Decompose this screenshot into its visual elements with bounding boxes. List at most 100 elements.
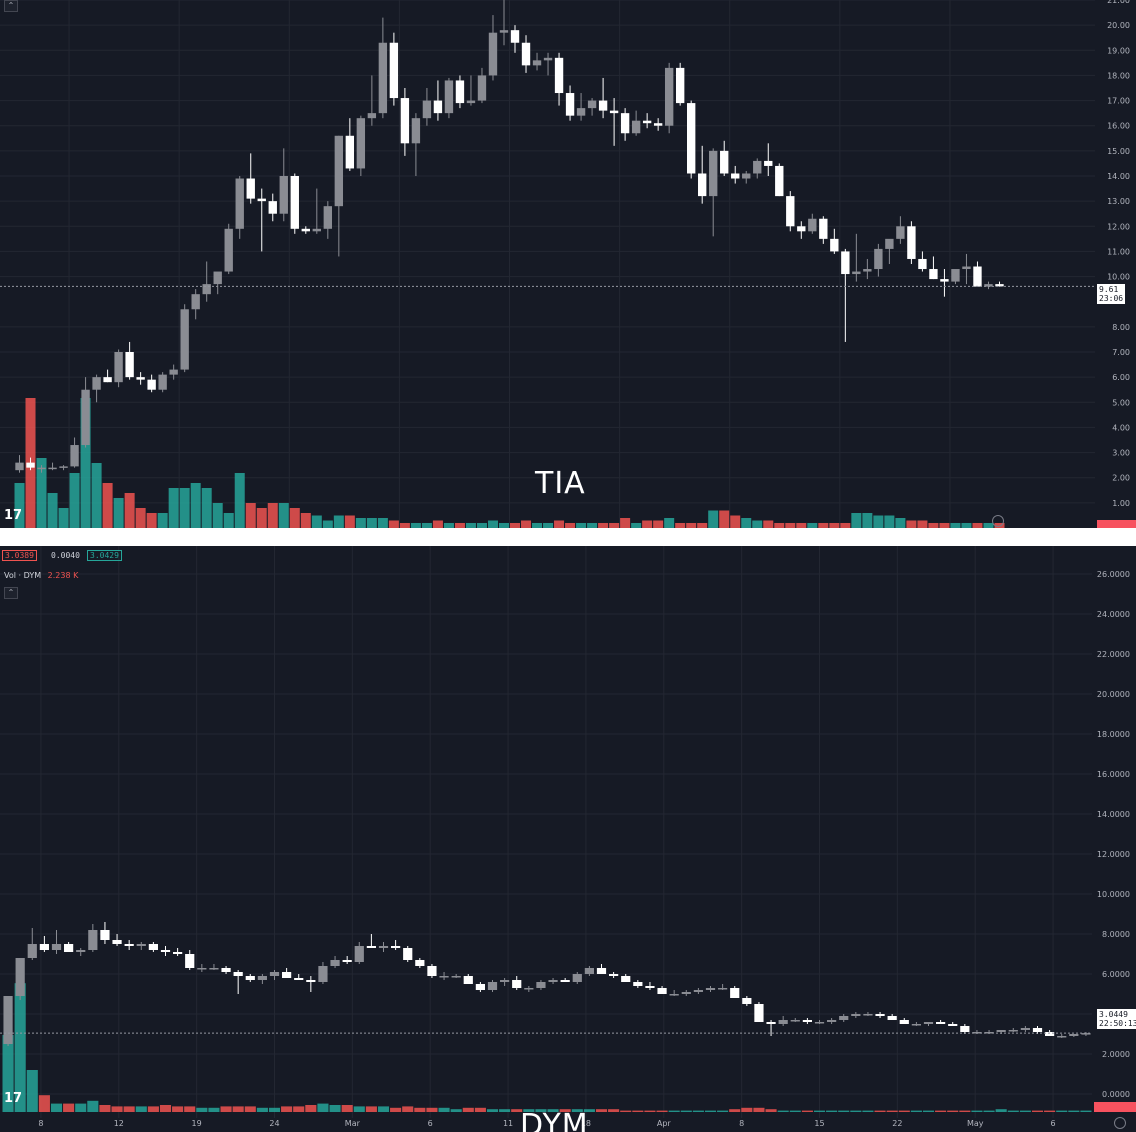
y-tick-label: 12.00	[1107, 222, 1130, 231]
volume-bar	[293, 1106, 305, 1112]
dym-ohlc-open: 3.0389	[2, 550, 37, 561]
y-tick-label: 0.0000	[1102, 1090, 1130, 1099]
candle-body	[911, 1024, 921, 1026]
volume-bar	[454, 523, 465, 528]
dym-last-price-tag: 3.0449 22:50:13	[1097, 1009, 1136, 1029]
candle-body	[114, 352, 123, 383]
candle-body	[887, 1016, 897, 1020]
gear-icon[interactable]	[992, 515, 1004, 527]
volume-bar	[862, 1110, 874, 1112]
candle-body	[885, 238, 894, 249]
dym-last-price: 3.0449	[1099, 1010, 1128, 1019]
candle-body	[92, 377, 101, 390]
volume-bar	[971, 1110, 983, 1112]
volume-bar	[317, 1103, 329, 1112]
y-tick-label: 11.00	[1107, 247, 1130, 256]
volume-bar	[38, 1095, 50, 1112]
y-tick-label: 16.0000	[1097, 770, 1130, 779]
candle-body	[366, 946, 376, 948]
volume-bar	[14, 483, 25, 528]
x-tick-label: Apr	[657, 1119, 672, 1128]
candle-body	[543, 57, 553, 61]
candle-body	[100, 930, 110, 940]
candle-body	[51, 944, 62, 950]
candle-body	[367, 113, 377, 119]
volume-bar	[14, 983, 26, 1112]
candle-body	[282, 972, 292, 978]
y-tick-label: 3.00	[1112, 449, 1130, 458]
volume-bar	[305, 1105, 317, 1112]
volume-bar	[267, 503, 278, 528]
x-tick-label: 24	[269, 1119, 279, 1128]
candle-body	[951, 269, 960, 282]
volume-bar	[598, 523, 609, 528]
volume-bar	[58, 508, 69, 528]
volume-bar	[426, 1107, 438, 1112]
volume-bar	[983, 1110, 995, 1112]
volume-bar	[289, 508, 300, 528]
tia-price-marker	[1097, 520, 1136, 528]
tia-chart-svg[interactable]: 1.00 2.00 3.00 4.00 5.00 6.00 7.00 8.00 10.00 11.…	[0, 0, 1136, 528]
volume-bar	[680, 1110, 692, 1112]
volume-bar	[995, 1109, 1007, 1112]
x-tick-label: 8	[38, 1119, 43, 1128]
candle-body	[173, 952, 183, 954]
volume-bar	[244, 1106, 256, 1112]
volume-bar	[829, 523, 840, 528]
volume-bar	[87, 1100, 99, 1112]
dym-chart-panel[interactable]: 0.00002.00004.00006.00008.000010.000012.…	[0, 546, 1136, 1132]
tia-chart-panel[interactable]: 1.00 2.00 3.00 4.00 5.00 6.00 7.00 8.00 10.00 11.…	[0, 0, 1136, 528]
volume-bar	[256, 508, 267, 528]
y-tick-label: 5.00	[1112, 398, 1130, 407]
volume-bar	[917, 520, 928, 528]
candle-body	[279, 176, 288, 214]
candle-body	[669, 994, 679, 996]
y-tick-label: 17.00	[1107, 97, 1130, 106]
volume-bar	[333, 515, 344, 528]
volume-bar	[873, 515, 884, 528]
candle-body	[764, 160, 773, 166]
candle-body	[896, 226, 905, 239]
volume-bar	[159, 1105, 172, 1112]
candle-body	[160, 950, 171, 952]
candle-body	[753, 160, 762, 174]
chevron-up-icon[interactable]: ⌃	[4, 0, 18, 12]
y-tick-label: 12.0000	[1097, 850, 1130, 859]
volume-bar	[510, 523, 521, 528]
candle-body	[973, 266, 982, 287]
volume-bar	[69, 473, 80, 528]
candle-body	[907, 226, 916, 259]
y-tick-label: 8.0000	[1102, 930, 1130, 939]
candle-body	[875, 1014, 885, 1016]
volume-bar	[620, 1110, 632, 1112]
tia-title: TIA	[535, 466, 586, 501]
volume-bar	[595, 1109, 608, 1112]
volume-bar	[157, 513, 168, 528]
volume-bar	[765, 1109, 777, 1112]
gear-icon[interactable]	[1114, 1117, 1126, 1129]
candle-body	[521, 42, 531, 66]
volume-bar	[950, 523, 961, 528]
volume-bar	[813, 1110, 826, 1112]
candle-body	[797, 226, 806, 232]
volume-bar	[587, 523, 598, 528]
volume-bar	[511, 1109, 523, 1112]
dym-chart-svg[interactable]: 0.00002.00004.00006.00008.000010.000012.…	[0, 546, 1136, 1132]
candle-body	[235, 178, 244, 229]
volume-bar	[741, 518, 752, 528]
candle-body	[455, 80, 465, 104]
volume-bar	[785, 523, 796, 528]
candle-body	[124, 944, 134, 946]
volume-bar	[838, 1110, 850, 1112]
volume-bar	[245, 503, 256, 528]
volume-bar	[465, 523, 476, 528]
candle-body	[389, 42, 399, 99]
volume-bar	[862, 513, 873, 528]
volume-bar	[322, 520, 333, 528]
chevron-up-icon[interactable]: ⌃	[4, 587, 18, 599]
volume-bar	[521, 520, 532, 528]
candle-body	[323, 206, 333, 229]
candle-body	[874, 248, 883, 270]
candle-body	[112, 940, 122, 944]
candle-body	[984, 284, 993, 287]
